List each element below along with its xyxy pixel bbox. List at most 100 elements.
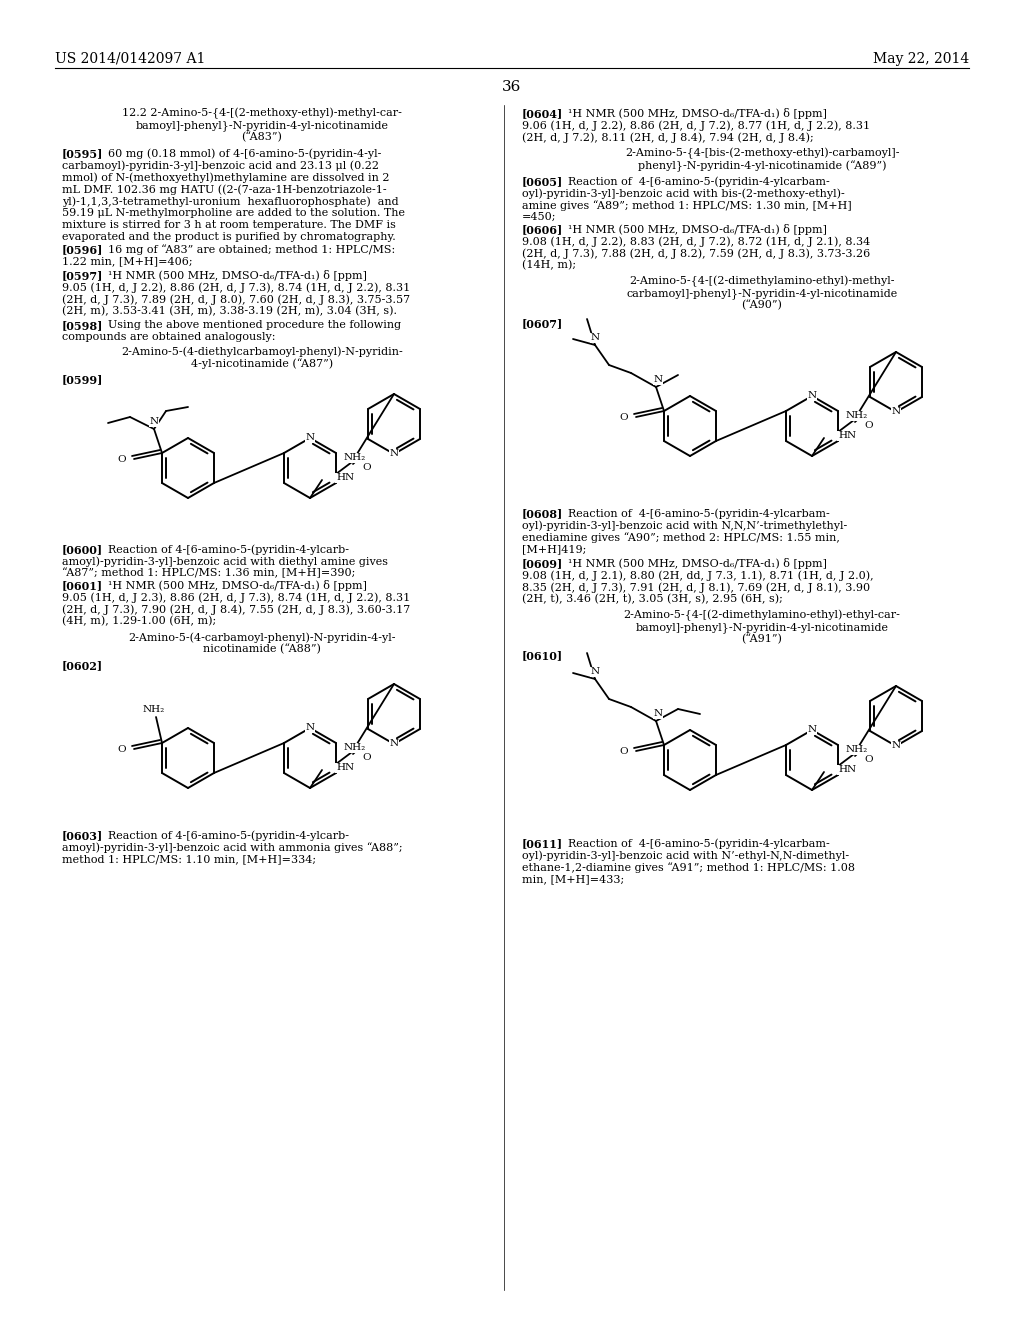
Text: 9.05 (1H, d, J 2.2), 8.86 (2H, d, J 7.3), 8.74 (1H, d, J 2.2), 8.31: 9.05 (1H, d, J 2.2), 8.86 (2H, d, J 7.3)… xyxy=(62,282,411,293)
Text: Reaction of  4-[6-amino-5-(pyridin-4-ylcarbam-: Reaction of 4-[6-amino-5-(pyridin-4-ylca… xyxy=(568,838,829,849)
Text: O: O xyxy=(362,752,371,762)
Text: [0598]: [0598] xyxy=(62,319,103,331)
Text: O: O xyxy=(118,455,126,465)
Text: yl)-1,1,3,3-tetramethyl-uronium  hexafluorophosphate)  and: yl)-1,1,3,3-tetramethyl-uronium hexafluo… xyxy=(62,195,398,206)
Text: 9.06 (1H, d, J 2.2), 8.86 (2H, d, J 7.2), 8.77 (1H, d, J 2.2), 8.31: 9.06 (1H, d, J 2.2), 8.86 (2H, d, J 7.2)… xyxy=(522,120,870,131)
Text: 9.08 (1H, d, J 2.1), 8.80 (2H, dd, J 7.3, 1.1), 8.71 (1H, d, J 2.0),: 9.08 (1H, d, J 2.1), 8.80 (2H, dd, J 7.3… xyxy=(522,570,873,581)
Text: (4H, m), 1.29-1.00 (6H, m);: (4H, m), 1.29-1.00 (6H, m); xyxy=(62,616,216,627)
Text: bamoyl]-phenyl}-N-pyridin-4-yl-nicotinamide: bamoyl]-phenyl}-N-pyridin-4-yl-nicotinam… xyxy=(636,622,889,632)
Text: 2-Amino-5-(4-diethylcarbamoyl-phenyl)-N-pyridin-: 2-Amino-5-(4-diethylcarbamoyl-phenyl)-N-… xyxy=(121,346,402,356)
Text: O: O xyxy=(118,746,126,755)
Text: Reaction of  4-[6-amino-5-(pyridin-4-ylcarbam-: Reaction of 4-[6-amino-5-(pyridin-4-ylca… xyxy=(568,508,829,519)
Text: Reaction of  4-[6-amino-5-(pyridin-4-ylcarbam-: Reaction of 4-[6-amino-5-(pyridin-4-ylca… xyxy=(568,176,829,186)
Text: 8.35 (2H, d, J 7.3), 7.91 (2H, d, J 8.1), 7.69 (2H, d, J 8.1), 3.90: 8.35 (2H, d, J 7.3), 7.91 (2H, d, J 8.1)… xyxy=(522,582,870,593)
Text: 2-Amino-5-(4-carbamoyl-phenyl)-N-pyridin-4-yl-: 2-Amino-5-(4-carbamoyl-phenyl)-N-pyridin… xyxy=(128,632,395,643)
Text: 2-Amino-5-{4-[(2-dimethylamino-ethyl)-methyl-: 2-Amino-5-{4-[(2-dimethylamino-ethyl)-me… xyxy=(630,276,895,288)
Text: HN: HN xyxy=(336,763,354,772)
Text: [0599]: [0599] xyxy=(62,374,103,385)
Text: mixture is stirred for 3 h at room temperature. The DMF is: mixture is stirred for 3 h at room tempe… xyxy=(62,220,396,230)
Text: (2H, m), 3.53-3.41 (3H, m), 3.38-3.19 (2H, m), 3.04 (3H, s).: (2H, m), 3.53-3.41 (3H, m), 3.38-3.19 (2… xyxy=(62,306,397,317)
Text: O: O xyxy=(864,755,872,763)
Text: 2-Amino-5-{4-[(2-dimethylamino-ethyl)-ethyl-car-: 2-Amino-5-{4-[(2-dimethylamino-ethyl)-et… xyxy=(624,610,900,622)
Text: ¹H NMR (500 MHz, DMSO-d₆/TFA-d₁) δ [ppm]: ¹H NMR (500 MHz, DMSO-d₆/TFA-d₁) δ [ppm] xyxy=(568,224,827,235)
Text: oyl)-pyridin-3-yl]-benzoic acid with N,N,N’-trimethylethyl-: oyl)-pyridin-3-yl]-benzoic acid with N,N… xyxy=(522,520,847,531)
Text: HN: HN xyxy=(838,766,856,775)
Text: 16 mg of “A83” are obtained; method 1: HPLC/MS:: 16 mg of “A83” are obtained; method 1: H… xyxy=(108,244,395,255)
Text: 9.05 (1H, d, J 2.3), 8.86 (2H, d, J 7.3), 8.74 (1H, d, J 2.2), 8.31: 9.05 (1H, d, J 2.3), 8.86 (2H, d, J 7.3)… xyxy=(62,591,411,602)
Text: carbamoyl)-pyridin-3-yl]-benzoic acid and 23.13 μl (0.22: carbamoyl)-pyridin-3-yl]-benzoic acid an… xyxy=(62,160,379,170)
Text: Using the above mentioned procedure the following: Using the above mentioned procedure the … xyxy=(108,319,401,330)
Text: amine gives “A89”; method 1: HPLC/MS: 1.30 min, [M+H]: amine gives “A89”; method 1: HPLC/MS: 1.… xyxy=(522,201,852,211)
Text: HN: HN xyxy=(336,474,354,483)
Text: 12.2 2-Amino-5-{4-[(2-methoxy-ethyl)-methyl-car-: 12.2 2-Amino-5-{4-[(2-methoxy-ethyl)-met… xyxy=(122,108,402,119)
Text: N: N xyxy=(653,710,663,718)
Text: (“A91”): (“A91”) xyxy=(741,634,782,644)
Text: [0597]: [0597] xyxy=(62,271,103,281)
Text: [0606]: [0606] xyxy=(522,224,563,235)
Text: NH₂: NH₂ xyxy=(846,412,868,421)
Text: mL DMF. 102.36 mg HATU ((2-(7-aza-1H-benzotriazole-1-: mL DMF. 102.36 mg HATU ((2-(7-aza-1H-ben… xyxy=(62,183,387,194)
Text: N: N xyxy=(808,392,816,400)
Text: [0595]: [0595] xyxy=(62,148,103,158)
Text: 36: 36 xyxy=(503,81,521,94)
Text: NH₂: NH₂ xyxy=(344,454,367,462)
Text: O: O xyxy=(620,747,628,756)
Text: [0605]: [0605] xyxy=(522,176,563,187)
Text: (2H, d, J 7.2), 8.11 (2H, d, J 8.4), 7.94 (2H, d, J 8.4);: (2H, d, J 7.2), 8.11 (2H, d, J 8.4), 7.9… xyxy=(522,132,814,143)
Text: evaporated and the product is purified by chromatography.: evaporated and the product is purified b… xyxy=(62,232,395,242)
Text: [M+H]419;: [M+H]419; xyxy=(522,544,587,554)
Text: US 2014/0142097 A1: US 2014/0142097 A1 xyxy=(55,51,206,66)
Text: (2H, d, J 7.3), 7.88 (2H, d, J 8.2), 7.59 (2H, d, J 8.3), 3.73-3.26: (2H, d, J 7.3), 7.88 (2H, d, J 8.2), 7.5… xyxy=(522,248,870,259)
Text: [0609]: [0609] xyxy=(522,558,563,569)
Text: 9.08 (1H, d, J 2.2), 8.83 (2H, d, J 7.2), 8.72 (1H, d, J 2.1), 8.34: 9.08 (1H, d, J 2.2), 8.83 (2H, d, J 7.2)… xyxy=(522,236,870,247)
Text: HN: HN xyxy=(838,432,856,441)
Text: oyl)-pyridin-3-yl]-benzoic acid with bis-(2-methoxy-ethyl)-: oyl)-pyridin-3-yl]-benzoic acid with bis… xyxy=(522,187,845,198)
Text: [0600]: [0600] xyxy=(62,544,103,554)
Text: [0611]: [0611] xyxy=(522,838,563,849)
Text: phenyl}-N-pyridin-4-yl-nicotinamide (“A89”): phenyl}-N-pyridin-4-yl-nicotinamide (“A8… xyxy=(638,160,886,172)
Text: method 1: HPLC/MS: 1.10 min, [M+H]=334;: method 1: HPLC/MS: 1.10 min, [M+H]=334; xyxy=(62,854,316,865)
Text: bamoyl]-phenyl}-N-pyridin-4-yl-nicotinamide: bamoyl]-phenyl}-N-pyridin-4-yl-nicotinam… xyxy=(135,120,388,131)
Text: carbamoyl]-phenyl}-N-pyridin-4-yl-nicotinamide: carbamoyl]-phenyl}-N-pyridin-4-yl-nicoti… xyxy=(627,288,898,298)
Text: ¹H NMR (500 MHz, DMSO-d₆/TFA-d₁) δ [ppm]: ¹H NMR (500 MHz, DMSO-d₆/TFA-d₁) δ [ppm] xyxy=(568,108,827,119)
Text: ethane-1,2-diamine gives “A91”; method 1: HPLC/MS: 1.08: ethane-1,2-diamine gives “A91”; method 1… xyxy=(522,862,855,873)
Text: [0608]: [0608] xyxy=(522,508,563,519)
Text: [0602]: [0602] xyxy=(62,660,103,671)
Text: [0601]: [0601] xyxy=(62,579,103,591)
Text: oyl)-pyridin-3-yl]-benzoic acid with N’-ethyl-N,N-dimethyl-: oyl)-pyridin-3-yl]-benzoic acid with N’-… xyxy=(522,850,849,861)
Text: 1.22 min, [M+H]=406;: 1.22 min, [M+H]=406; xyxy=(62,256,193,267)
Text: NH₂: NH₂ xyxy=(846,746,868,755)
Text: N: N xyxy=(591,668,600,676)
Text: O: O xyxy=(362,462,371,471)
Text: N: N xyxy=(389,450,398,458)
Text: nicotinamide (“A88”): nicotinamide (“A88”) xyxy=(203,644,321,655)
Text: 4-yl-nicotinamide (“A87”): 4-yl-nicotinamide (“A87”) xyxy=(190,358,333,368)
Text: O: O xyxy=(620,413,628,422)
Text: N: N xyxy=(808,726,816,734)
Text: [0610]: [0610] xyxy=(522,649,563,661)
Text: min, [M+H]=433;: min, [M+H]=433; xyxy=(522,874,625,884)
Text: 60 mg (0.18 mmol) of 4-[6-amino-5-(pyridin-4-yl-: 60 mg (0.18 mmol) of 4-[6-amino-5-(pyrid… xyxy=(108,148,381,158)
Text: (“A83”): (“A83”) xyxy=(242,132,283,143)
Text: ¹H NMR (500 MHz, DMSO-d₆/TFA-d₁) δ [ppm]: ¹H NMR (500 MHz, DMSO-d₆/TFA-d₁) δ [ppm] xyxy=(108,271,367,281)
Text: N: N xyxy=(150,417,159,426)
Text: May 22, 2014: May 22, 2014 xyxy=(872,51,969,66)
Text: (14H, m);: (14H, m); xyxy=(522,260,577,271)
Text: Reaction of 4-[6-amino-5-(pyridin-4-ylcarb-: Reaction of 4-[6-amino-5-(pyridin-4-ylca… xyxy=(108,544,349,554)
Text: (2H, d, J 7.3), 7.90 (2H, d, J 8.4), 7.55 (2H, d, J 8.3), 3.60-3.17: (2H, d, J 7.3), 7.90 (2H, d, J 8.4), 7.5… xyxy=(62,605,411,615)
Text: (2H, t), 3.46 (2H, t), 3.05 (3H, s), 2.95 (6H, s);: (2H, t), 3.46 (2H, t), 3.05 (3H, s), 2.9… xyxy=(522,594,783,605)
Text: [0607]: [0607] xyxy=(522,318,563,329)
Text: (“A90”): (“A90”) xyxy=(741,300,782,310)
Text: N: N xyxy=(305,723,314,733)
Text: Reaction of 4-[6-amino-5-(pyridin-4-ylcarb-: Reaction of 4-[6-amino-5-(pyridin-4-ylca… xyxy=(108,830,349,841)
Text: compounds are obtained analogously:: compounds are obtained analogously: xyxy=(62,333,275,342)
Text: (2H, d, J 7.3), 7.89 (2H, d, J 8.0), 7.60 (2H, d, J 8.3), 3.75-3.57: (2H, d, J 7.3), 7.89 (2H, d, J 8.0), 7.6… xyxy=(62,294,411,305)
Text: [0603]: [0603] xyxy=(62,830,103,841)
Text: =450;: =450; xyxy=(522,213,556,222)
Text: O: O xyxy=(864,421,872,429)
Text: N: N xyxy=(305,433,314,442)
Text: N: N xyxy=(653,375,663,384)
Text: N: N xyxy=(892,408,900,417)
Text: 59.19 μL N-methylmorpholine are added to the solution. The: 59.19 μL N-methylmorpholine are added to… xyxy=(62,209,406,218)
Text: amoyl)-pyridin-3-yl]-benzoic acid with diethyl amine gives: amoyl)-pyridin-3-yl]-benzoic acid with d… xyxy=(62,556,388,566)
